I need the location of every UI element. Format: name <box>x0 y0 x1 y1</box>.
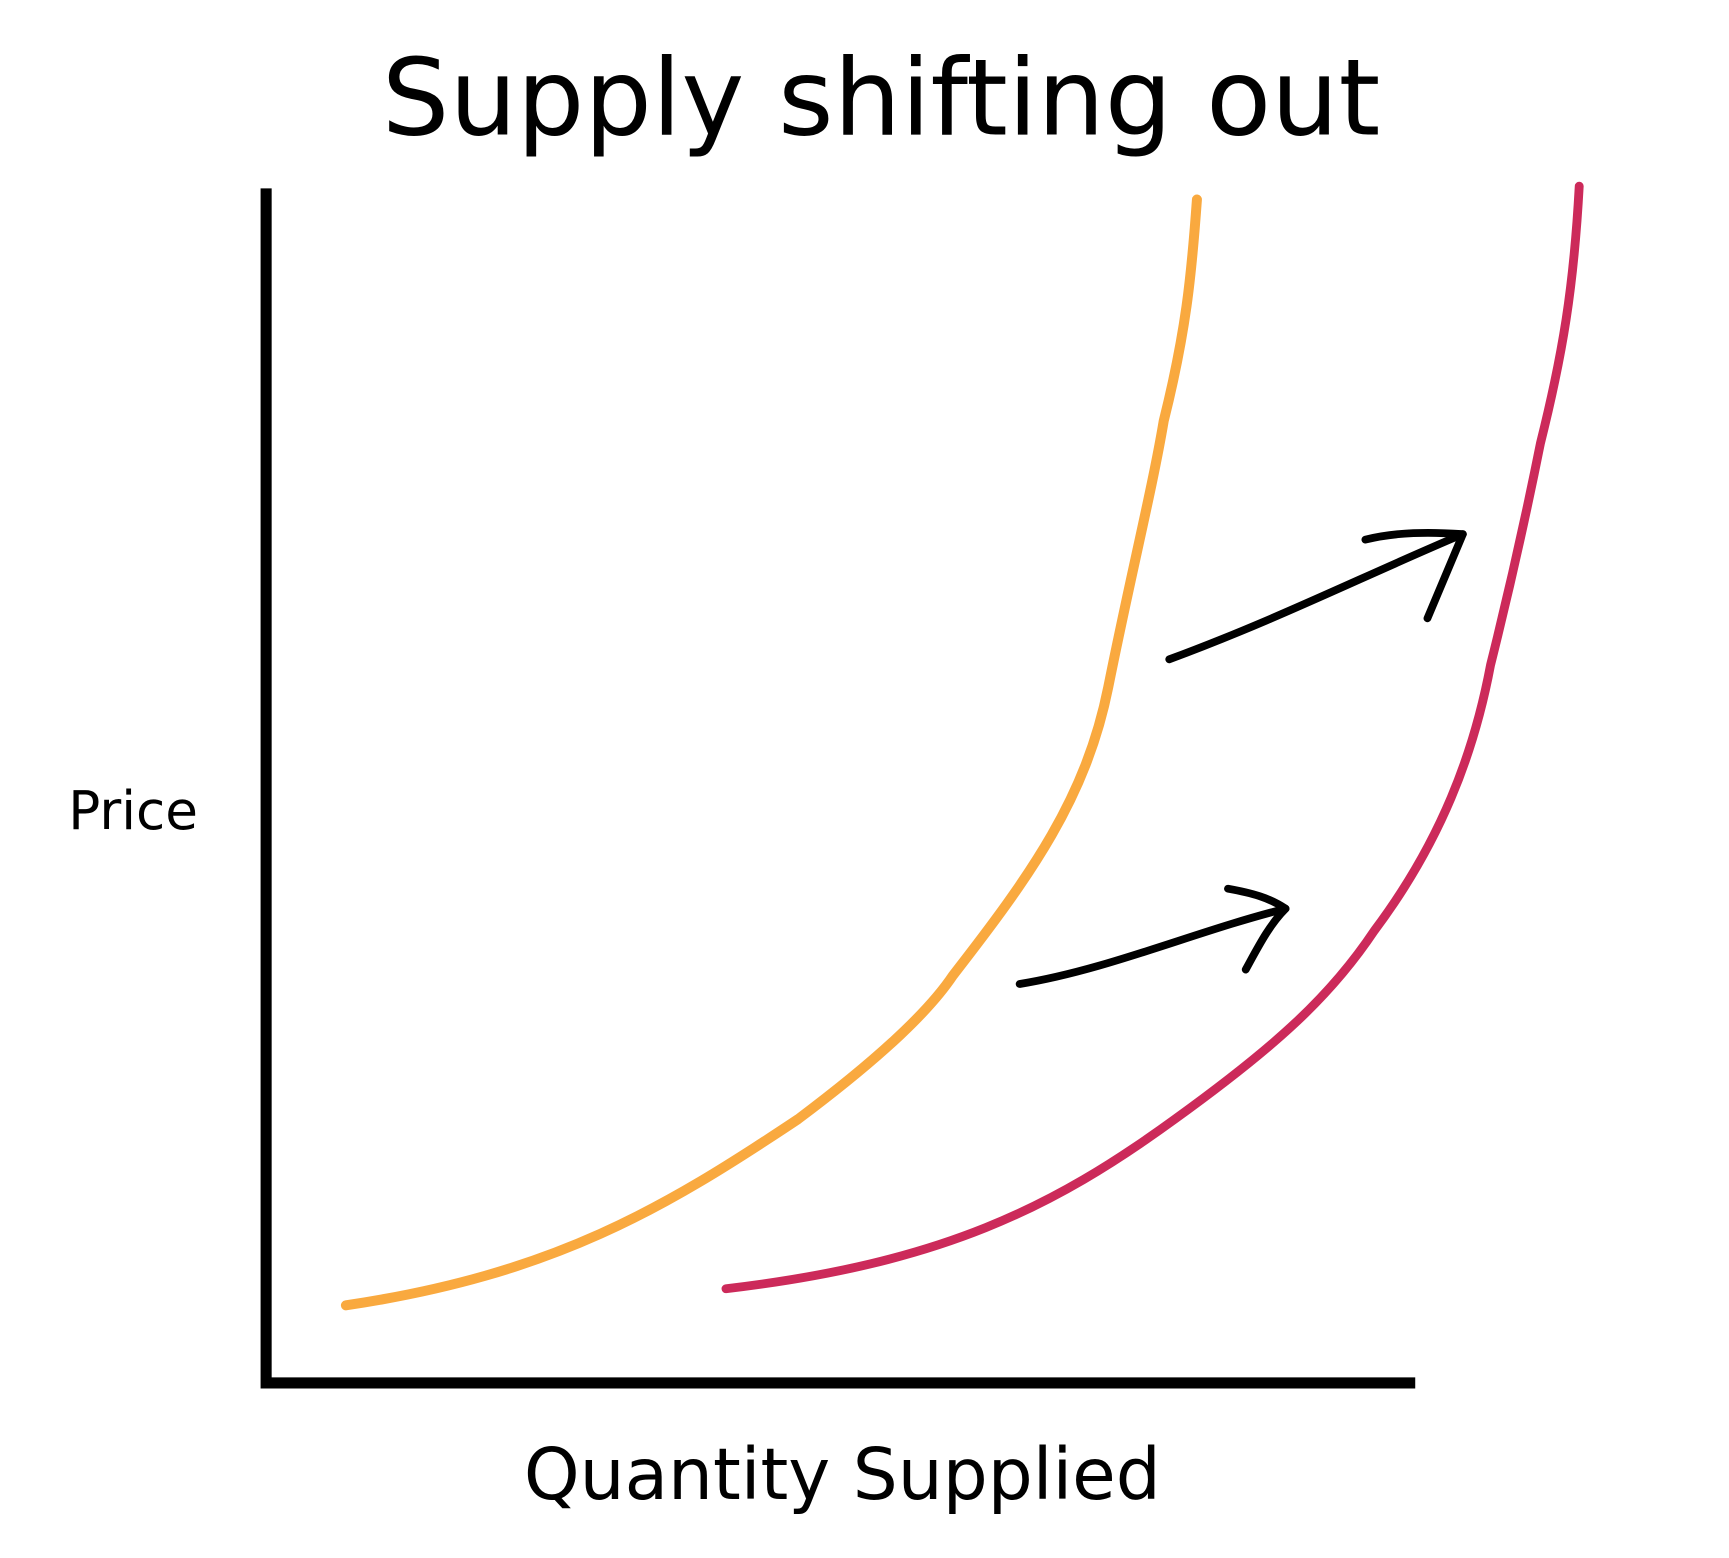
y-axis-label: Price <box>68 780 198 842</box>
arrow-head <box>1224 884 1290 974</box>
original-supply-curve <box>340 194 1202 1311</box>
shift-arrows <box>1015 528 1467 988</box>
arrow-shaft <box>1015 904 1290 988</box>
x-axis-label: Quantity Supplied <box>524 1433 1161 1516</box>
title: Supply shifting out <box>382 37 1380 161</box>
arrow-shaft <box>1165 530 1467 664</box>
axes <box>260 188 1416 1389</box>
shifted-supply-curve <box>721 181 1584 1294</box>
arrow-head <box>1361 528 1467 623</box>
